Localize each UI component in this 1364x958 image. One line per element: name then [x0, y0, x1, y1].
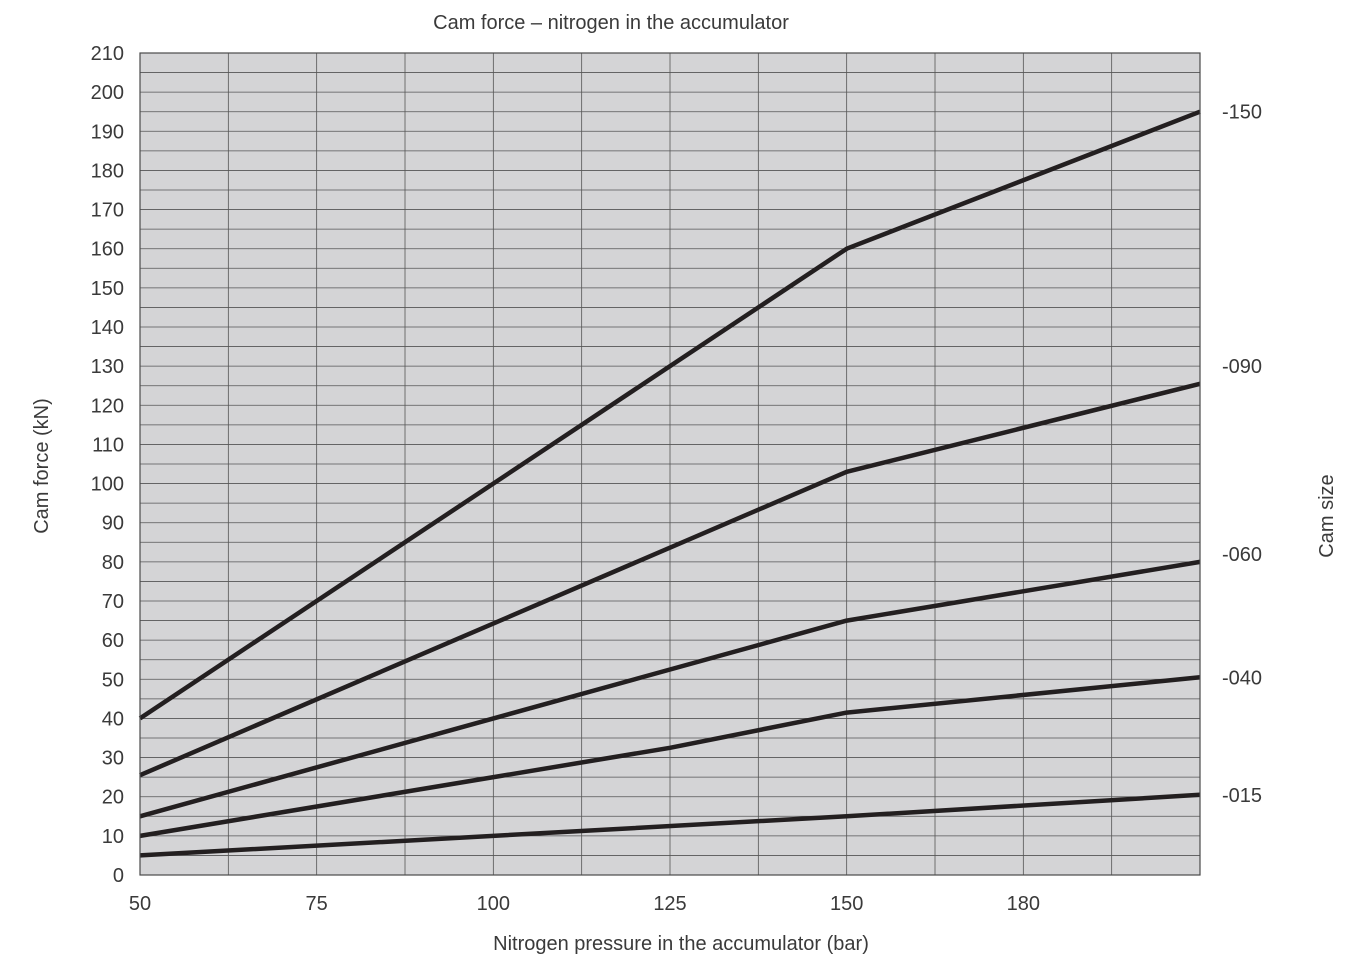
- x-axis-label: Nitrogen pressure in the accumulator (ba…: [493, 933, 869, 955]
- y-tick-label: 0: [113, 865, 124, 887]
- y-tick-label: 130: [91, 356, 124, 378]
- y-tick-labels: 0 10 20 30 40 50 60 70 80 90 100 110 120 130 140 150 160…: [91, 43, 124, 887]
- x-tick-label: 75: [306, 893, 328, 915]
- y-tick-label: 30: [102, 748, 124, 770]
- cam-size-label: -060: [1222, 544, 1262, 566]
- y-tick-label: 80: [102, 552, 124, 574]
- y-tick-label: 40: [102, 708, 124, 730]
- y-tick-label: 170: [91, 200, 124, 222]
- y-axis-label: Cam force (kN): [31, 398, 53, 534]
- chart-title: Cam force – nitrogen in the accumulator: [433, 12, 789, 34]
- y-tick-label: 210: [91, 43, 124, 65]
- x-tick-labels: 50 75 100 125 150 180: [129, 893, 1040, 915]
- y-tick-label: 50: [102, 669, 124, 691]
- y-tick-label: 120: [91, 395, 124, 417]
- y-tick-label: 190: [91, 121, 124, 143]
- cam-size-label: -090: [1222, 356, 1262, 378]
- y-tick-label: 180: [91, 160, 124, 182]
- y-tick-label: 10: [102, 826, 124, 848]
- cam-size-label: -015: [1222, 785, 1262, 807]
- x-tick-label: 100: [477, 893, 510, 915]
- x-tick-label: 150: [830, 893, 863, 915]
- y-tick-label: 150: [91, 278, 124, 300]
- secondary-y-axis-label: Cam size: [1316, 474, 1338, 557]
- y-tick-label: 160: [91, 239, 124, 261]
- y-tick-label: 90: [102, 513, 124, 535]
- x-tick-label: 50: [129, 893, 151, 915]
- y-tick-label: 140: [91, 317, 124, 339]
- cam-size-labels: -150 -090 -060 -040 -015: [1222, 102, 1262, 807]
- y-tick-label: 110: [92, 434, 124, 456]
- y-tick-label: 20: [102, 787, 124, 809]
- y-tick-label: 200: [91, 82, 124, 104]
- x-tick-label: 180: [1007, 893, 1040, 915]
- y-tick-label: 100: [91, 474, 124, 496]
- y-tick-label: 70: [102, 591, 124, 613]
- cam-size-label: -150: [1222, 102, 1262, 124]
- y-tick-label: 60: [102, 630, 124, 652]
- cam-size-label: -040: [1222, 667, 1262, 689]
- x-tick-label: 125: [653, 893, 686, 915]
